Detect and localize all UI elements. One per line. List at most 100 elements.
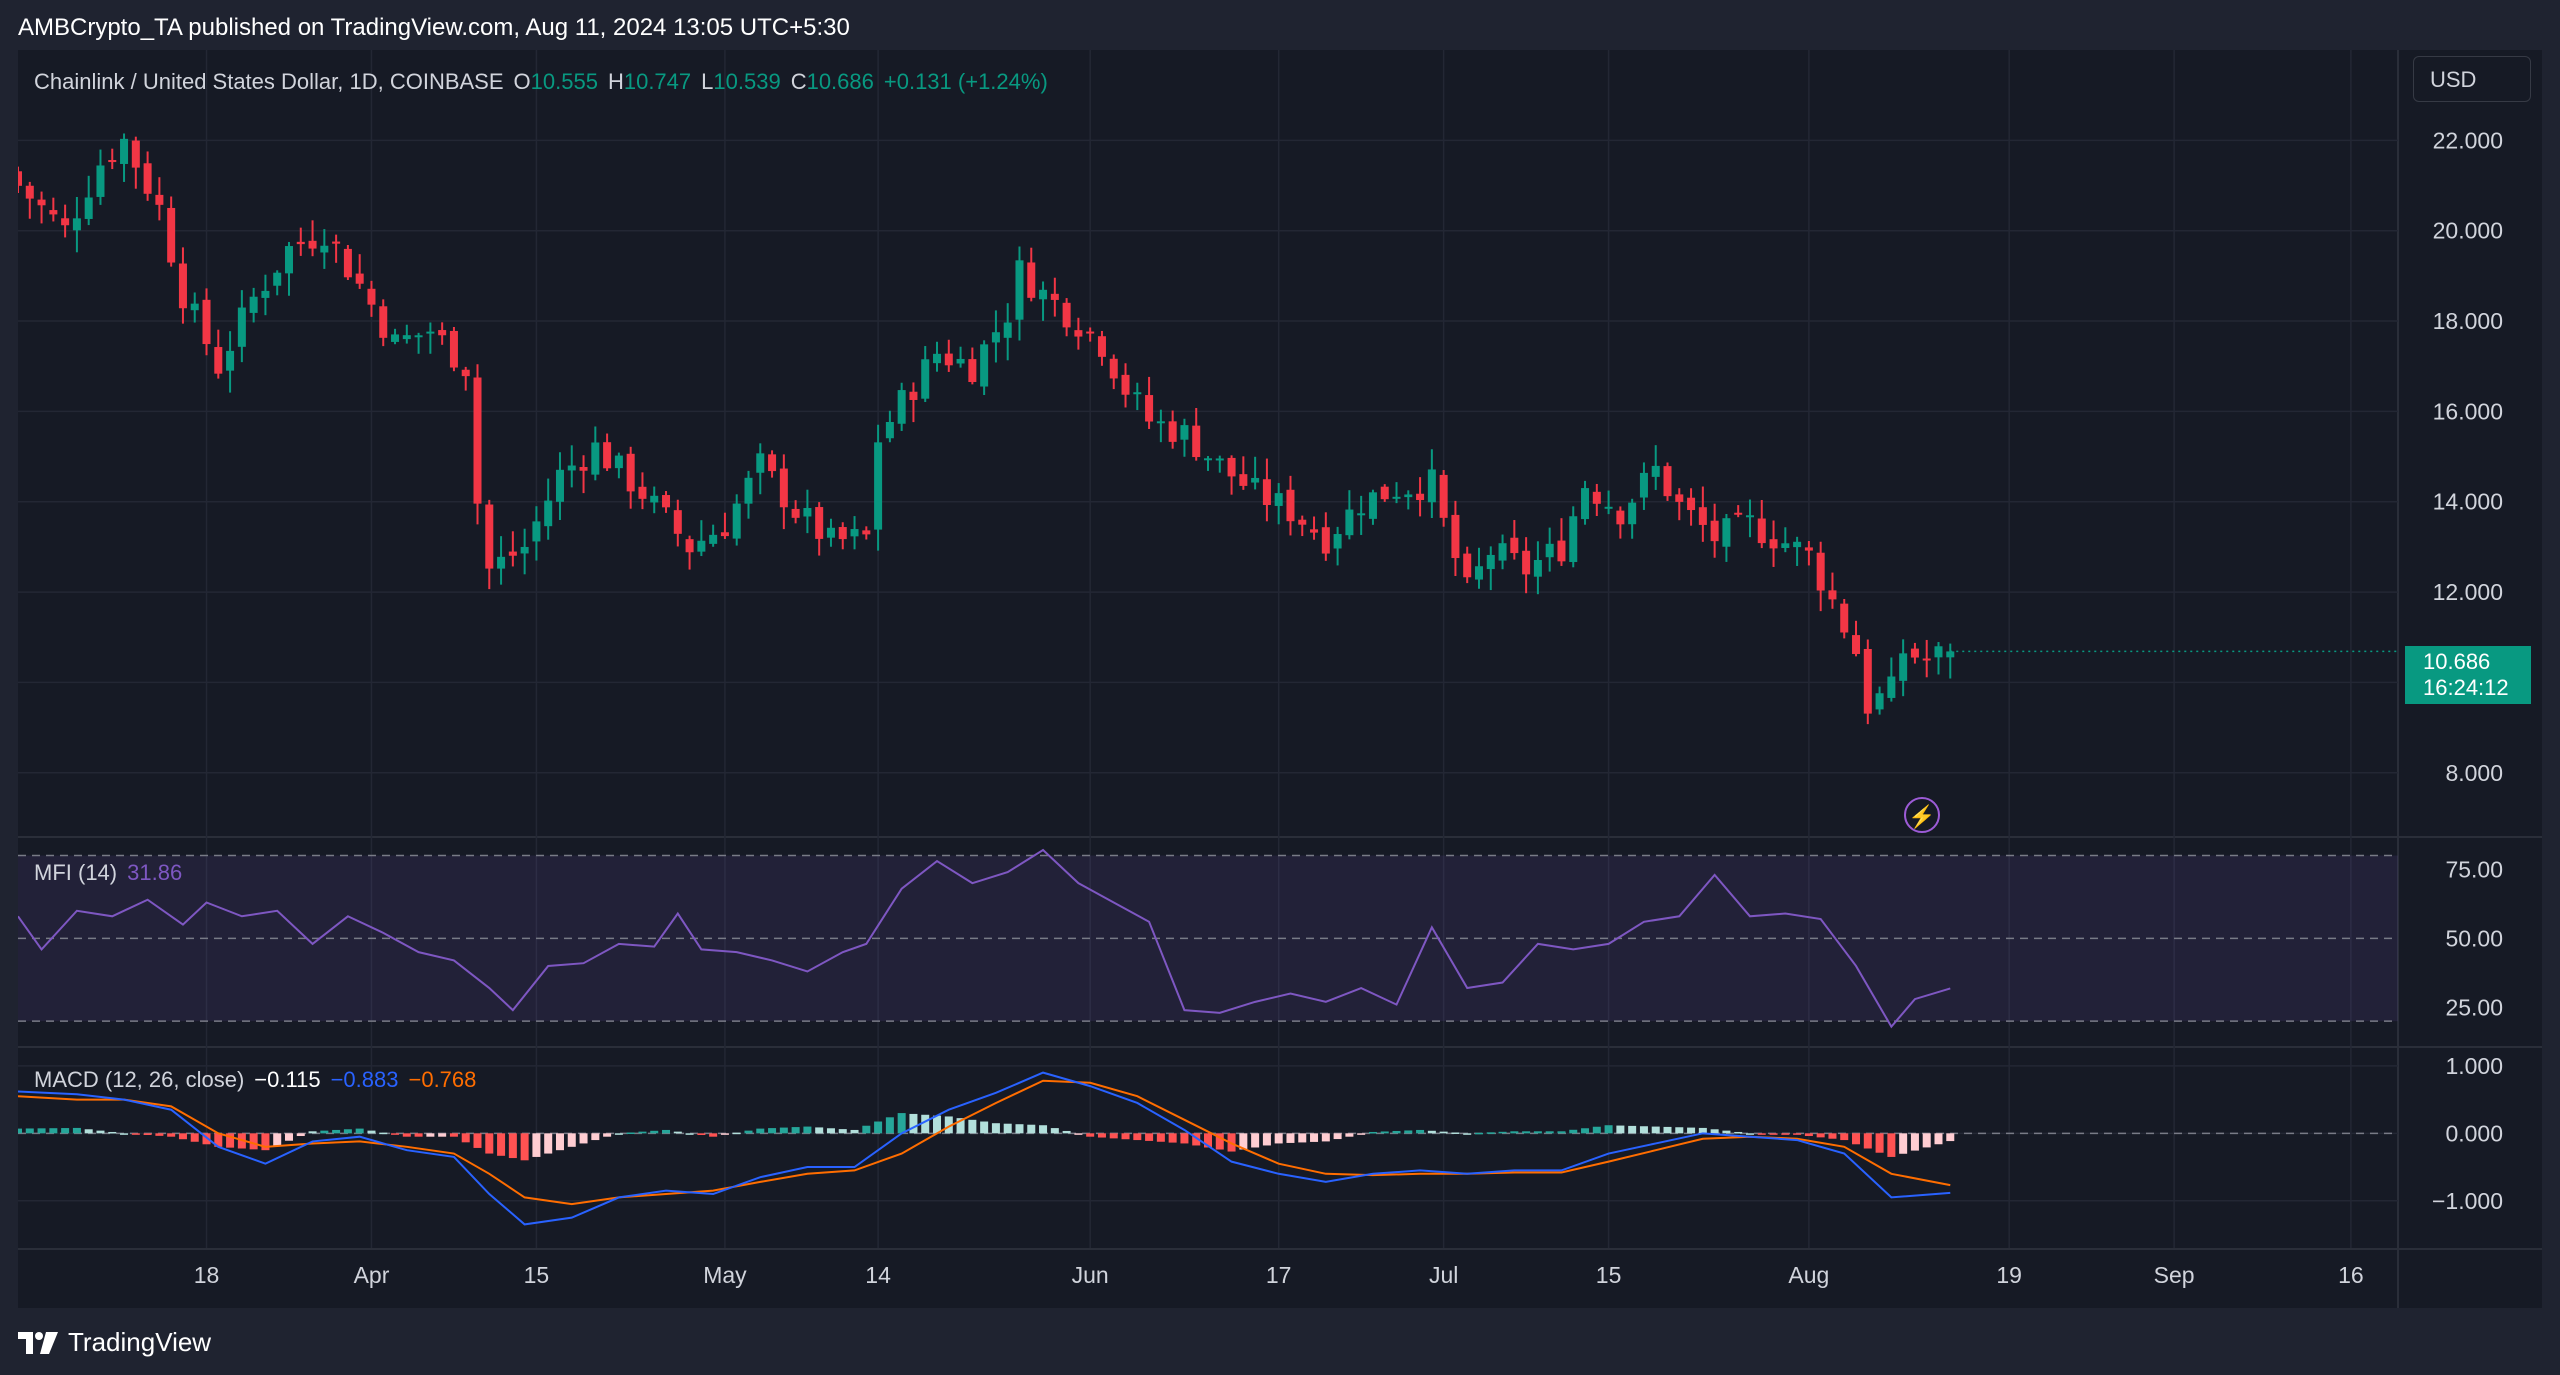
price-y-tick-label: 16.000 bbox=[2433, 398, 2503, 424]
candle-body bbox=[885, 421, 894, 439]
mfi-series-line bbox=[18, 848, 1951, 1029]
macd-histogram-bar bbox=[1769, 1133, 1778, 1135]
macd-histogram-bar bbox=[61, 1128, 70, 1134]
macd-histogram-bar bbox=[249, 1133, 258, 1150]
macd-histogram-bar bbox=[673, 1131, 682, 1134]
candle-body bbox=[921, 359, 930, 399]
candle-body bbox=[838, 527, 847, 540]
candle-body bbox=[614, 455, 623, 469]
macd-histogram-bar bbox=[1899, 1133, 1908, 1154]
candle-body bbox=[897, 390, 906, 424]
macd-histogram-bar bbox=[1368, 1131, 1377, 1134]
candle-body bbox=[96, 165, 105, 197]
macd-histogram-bar bbox=[603, 1133, 612, 1137]
x-tick-label: Apr bbox=[354, 1262, 390, 1288]
candle-body bbox=[1639, 472, 1648, 498]
macd-histogram-bar bbox=[320, 1130, 329, 1134]
last-price: 10.686 bbox=[2423, 649, 2491, 674]
macd-histogram-bar bbox=[190, 1133, 199, 1142]
macd-histogram-bar bbox=[1545, 1131, 1554, 1134]
flash-icon[interactable]: ⚡ bbox=[1904, 797, 1940, 833]
currency-selector[interactable]: USD bbox=[2413, 56, 2531, 102]
candle-body bbox=[1015, 260, 1024, 320]
macd-histogram-bar bbox=[1298, 1133, 1307, 1143]
candle-body bbox=[1522, 550, 1531, 575]
candle-body bbox=[84, 197, 93, 219]
candle-body bbox=[1698, 507, 1707, 525]
macd-signal-line bbox=[18, 1079, 1951, 1206]
candle-body bbox=[1392, 496, 1401, 499]
macd-histogram-bar bbox=[850, 1129, 859, 1134]
x-tick-label: 15 bbox=[1596, 1262, 1622, 1288]
candle-body bbox=[497, 556, 506, 569]
macd-histogram-bar bbox=[1474, 1132, 1483, 1135]
candle-body bbox=[1569, 516, 1578, 563]
macd-histogram-bar bbox=[461, 1133, 470, 1143]
macd-histogram-bar bbox=[1156, 1133, 1165, 1142]
macd-histogram-bar bbox=[296, 1133, 305, 1137]
macd-histogram-bar bbox=[815, 1127, 824, 1134]
macd-histogram-bar bbox=[1852, 1133, 1861, 1145]
candle-body bbox=[1133, 392, 1142, 395]
mfi-label: MFI (14) bbox=[34, 860, 118, 885]
candle-body bbox=[1298, 519, 1307, 525]
candle-body bbox=[1486, 554, 1495, 570]
macd-histogram-bar bbox=[1639, 1126, 1648, 1134]
macd-histogram-bar bbox=[1451, 1132, 1460, 1134]
macd-histogram-bar bbox=[1734, 1131, 1743, 1134]
macd-histogram-bar bbox=[1557, 1131, 1566, 1134]
macd-histogram-bar bbox=[791, 1127, 800, 1134]
candle-body bbox=[402, 335, 411, 340]
macd-histogram-bar bbox=[579, 1133, 588, 1144]
candle-body bbox=[1769, 539, 1778, 549]
candle-body bbox=[791, 508, 800, 518]
macd-histogram-bar bbox=[332, 1129, 341, 1134]
macd-histogram-bar bbox=[1616, 1125, 1625, 1134]
macd-histogram-bar bbox=[1133, 1133, 1142, 1141]
macd-histogram-bar bbox=[1333, 1133, 1342, 1140]
candle-body bbox=[1852, 635, 1861, 655]
candle-body bbox=[991, 332, 1000, 343]
candle-body bbox=[1804, 547, 1813, 551]
macd-histogram-bar bbox=[1215, 1133, 1224, 1150]
candle-body bbox=[980, 344, 989, 387]
macd-histogram-bar bbox=[308, 1131, 317, 1134]
candle-body bbox=[1027, 262, 1036, 298]
macd-histogram-bar bbox=[1380, 1131, 1389, 1134]
candle-body bbox=[284, 246, 293, 274]
candle-body bbox=[1545, 543, 1554, 558]
macd-histogram-bar bbox=[1710, 1129, 1719, 1134]
macd-histogram-bar bbox=[343, 1129, 352, 1134]
candle-body bbox=[933, 353, 942, 364]
candle-body bbox=[1039, 289, 1048, 300]
candle-body bbox=[1380, 486, 1389, 500]
macd-signal-value: −0.768 bbox=[408, 1067, 477, 1092]
macd-histogram-bar bbox=[768, 1128, 777, 1134]
macd-histogram-bar bbox=[1816, 1133, 1825, 1138]
macd-histogram-bar bbox=[1404, 1130, 1413, 1134]
chart-svg[interactable]: 18 Apr 15 May 14 Jun 17 Jul 15 Aug 19 Sep 16 22.000 20… bbox=[18, 50, 2542, 1308]
candle-body bbox=[1227, 457, 1236, 477]
candle-body bbox=[1003, 322, 1012, 338]
candle-body bbox=[1168, 421, 1177, 442]
macd-histogram-bar bbox=[909, 1113, 918, 1134]
macd-histogram-bar bbox=[744, 1130, 753, 1134]
candle-body bbox=[756, 453, 765, 473]
candle-body bbox=[1145, 395, 1154, 422]
macd-histogram-bar bbox=[1581, 1128, 1590, 1134]
macd-histogram-bar bbox=[862, 1125, 871, 1134]
low-value: 10.539 bbox=[713, 69, 781, 94]
macd-hist-value: −0.115 bbox=[254, 1067, 321, 1092]
candle-body bbox=[1687, 497, 1696, 511]
macd-y-tick-label: −1.000 bbox=[2432, 1188, 2503, 1214]
candle-body bbox=[1592, 491, 1601, 504]
price-y-tick-label: 14.000 bbox=[2433, 489, 2503, 515]
candle-body bbox=[662, 495, 671, 508]
candle-body bbox=[1368, 492, 1377, 519]
macd-histogram-bar bbox=[1015, 1124, 1024, 1134]
candle-body bbox=[1875, 693, 1884, 710]
macd-histogram-bar bbox=[1781, 1133, 1790, 1135]
macd-histogram-bar bbox=[1345, 1133, 1354, 1137]
chart-area[interactable]: 18 Apr 15 May 14 Jun 17 Jul 15 Aug 19 Sep 16 22.000 20… bbox=[18, 50, 2542, 1308]
candle-body bbox=[1628, 502, 1637, 525]
